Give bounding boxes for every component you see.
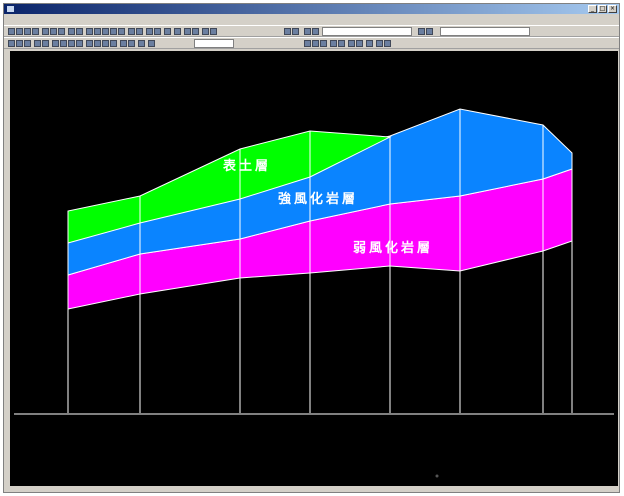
properties-icon[interactable] — [210, 28, 217, 35]
measure-icon[interactable] — [202, 28, 209, 35]
view-front-icon[interactable] — [312, 40, 319, 47]
layer-icon[interactable] — [174, 28, 181, 35]
cursor-marker — [435, 474, 439, 478]
title-bar[interactable]: _ □ × — [4, 4, 619, 14]
copy-icon[interactable] — [50, 28, 57, 35]
scale-dropdown[interactable] — [194, 39, 234, 48]
arc-icon[interactable] — [128, 28, 135, 35]
model-space-icon[interactable] — [376, 40, 383, 47]
label-strong-weathered-rock: 強風化岩層 — [278, 192, 359, 207]
draw-ellipse-icon[interactable] — [42, 40, 49, 47]
draw-rect-icon[interactable] — [16, 40, 23, 47]
select-icon[interactable] — [164, 28, 171, 35]
settings-icon[interactable] — [284, 28, 291, 35]
layer-dropdown[interactable] — [322, 27, 412, 36]
osnap-icon[interactable] — [348, 40, 355, 47]
toolbar-standard — [4, 25, 619, 37]
window-controls: _ □ × — [588, 5, 617, 13]
maximize-button[interactable]: □ — [598, 5, 607, 13]
draw-spline-icon[interactable] — [34, 40, 41, 47]
layer-freeze-icon[interactable] — [426, 28, 433, 35]
close-button[interactable]: × — [608, 5, 617, 13]
undo-icon[interactable] — [68, 28, 75, 35]
trim-icon[interactable] — [86, 40, 93, 47]
line-icon[interactable] — [110, 28, 117, 35]
label-topsoil: 表土層 — [223, 159, 272, 174]
menu-bar — [4, 14, 619, 25]
circle-icon[interactable] — [136, 28, 143, 35]
polyline-icon[interactable] — [118, 28, 125, 35]
print-icon[interactable] — [32, 28, 39, 35]
save-icon[interactable] — [24, 28, 31, 35]
drawing-canvas[interactable]: 表土層 強風化岩層 弱風化岩層 — [10, 51, 618, 486]
help-icon[interactable] — [338, 40, 345, 47]
status-bar — [4, 486, 619, 492]
extend-icon[interactable] — [94, 40, 101, 47]
zoom-out-icon[interactable] — [94, 28, 101, 35]
view-side-icon[interactable] — [320, 40, 327, 47]
snap-icon[interactable] — [192, 28, 199, 35]
paste-icon[interactable] — [58, 28, 65, 35]
move-icon[interactable] — [52, 40, 59, 47]
grid-icon[interactable] — [184, 28, 191, 35]
polar-icon[interactable] — [366, 40, 373, 47]
open-file-icon[interactable] — [16, 28, 23, 35]
view-top-icon[interactable] — [304, 40, 311, 47]
hatch-icon[interactable] — [154, 28, 161, 35]
array-icon[interactable] — [120, 40, 127, 47]
minimize-button[interactable]: _ — [588, 5, 597, 13]
redo-icon[interactable] — [76, 28, 83, 35]
app-icon — [7, 6, 14, 12]
rotate-icon[interactable] — [60, 40, 67, 47]
lineweight-icon[interactable] — [312, 28, 319, 35]
text-icon[interactable] — [146, 28, 153, 35]
geologic-section — [14, 108, 614, 478]
erase-icon[interactable] — [138, 40, 145, 47]
pan-icon[interactable] — [102, 28, 109, 35]
linetype-icon[interactable] — [304, 28, 311, 35]
draw-polygon-icon[interactable] — [24, 40, 31, 47]
offset-icon[interactable] — [102, 40, 109, 47]
refresh-icon[interactable] — [330, 40, 337, 47]
fillet-icon[interactable] — [110, 40, 117, 47]
color-icon[interactable] — [292, 28, 299, 35]
new-file-icon[interactable] — [8, 28, 15, 35]
mirror-icon[interactable] — [76, 40, 83, 47]
scale-icon[interactable] — [68, 40, 75, 47]
explode-icon[interactable] — [128, 40, 135, 47]
grid-lines — [14, 109, 614, 415]
cut-icon[interactable] — [42, 28, 49, 35]
toolbar-draw — [4, 37, 619, 49]
label-weak-weathered-rock: 弱風化岩層 — [353, 241, 434, 256]
zoom-in-icon[interactable] — [86, 28, 93, 35]
draw-line-icon[interactable] — [8, 40, 15, 47]
ortho-icon[interactable] — [356, 40, 363, 47]
cad-window: _ □ × — [3, 3, 620, 493]
style-dropdown[interactable] — [440, 27, 530, 36]
dimension-icon[interactable] — [148, 40, 155, 47]
layer-state-icon[interactable] — [418, 28, 425, 35]
paper-space-icon[interactable] — [384, 40, 391, 47]
